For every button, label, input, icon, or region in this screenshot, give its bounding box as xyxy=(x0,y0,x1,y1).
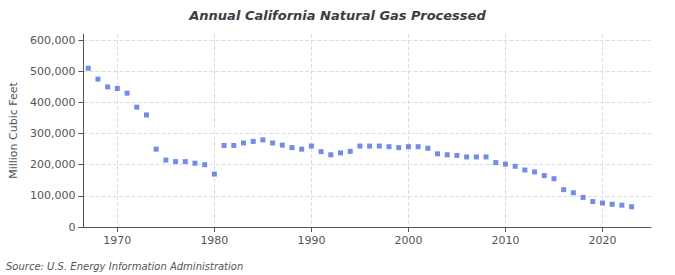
svg-text:600,000: 600,000 xyxy=(30,34,76,47)
svg-text:Source: U.S. Energy Informatio: Source: U.S. Energy Information Administ… xyxy=(6,261,243,272)
svg-text:1980: 1980 xyxy=(200,234,228,247)
svg-text:2000: 2000 xyxy=(394,234,422,247)
svg-text:2020: 2020 xyxy=(588,234,616,247)
svg-text:1990: 1990 xyxy=(297,234,325,247)
svg-text:0: 0 xyxy=(68,221,75,234)
svg-text:300,000: 300,000 xyxy=(30,127,76,140)
svg-text:100,000: 100,000 xyxy=(30,189,76,202)
svg-text:1970: 1970 xyxy=(103,234,131,247)
svg-text:500,000: 500,000 xyxy=(30,65,76,78)
svg-text:400,000: 400,000 xyxy=(30,96,76,109)
svg-text:2010: 2010 xyxy=(491,234,519,247)
svg-text:Million Cubic Feet: Million Cubic Feet xyxy=(7,81,20,178)
svg-text:Annual California Natural Gas: Annual California Natural Gas Processed xyxy=(188,8,486,23)
svg-text:200,000: 200,000 xyxy=(30,158,76,171)
